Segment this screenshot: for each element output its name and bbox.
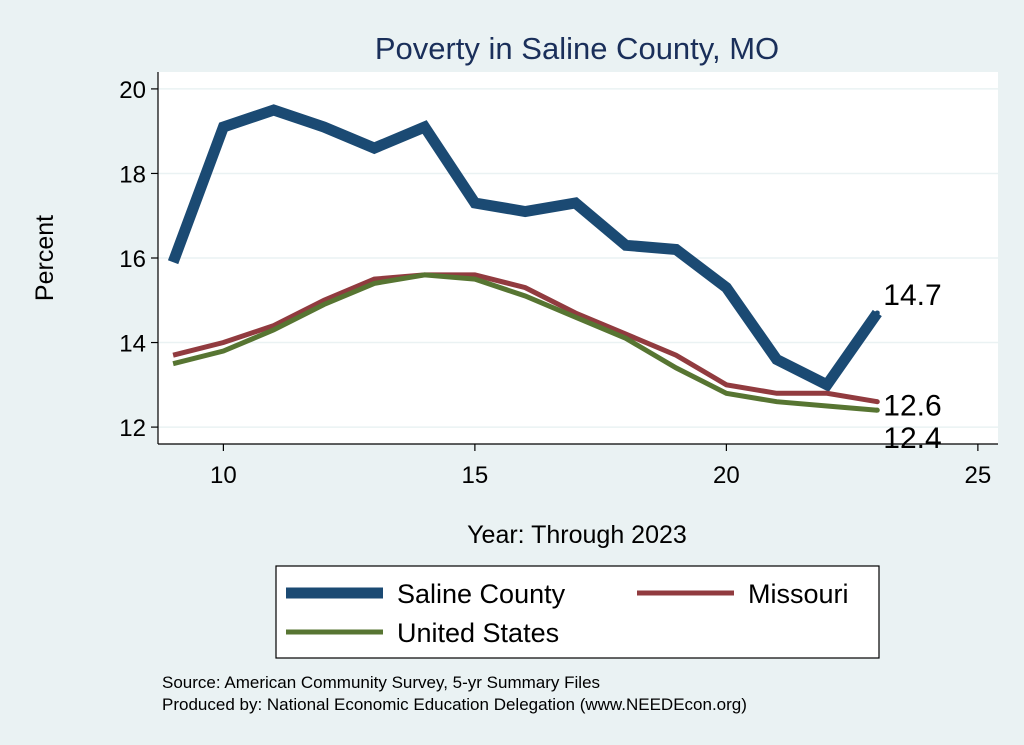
x-ticks: 10 15 20 25 <box>210 444 991 489</box>
source-note: Source: American Community Survey, 5-yr … <box>162 673 600 692</box>
y-tick-label-18: 18 <box>119 161 146 188</box>
series-line-united-states <box>172 272 878 413</box>
y-ticks: 12 14 16 18 20 <box>119 77 158 442</box>
series-line-missouri <box>172 272 878 405</box>
y-tick-label-16: 16 <box>119 246 146 273</box>
y-tick-label-20: 20 <box>119 77 146 104</box>
x-tick-label-25: 25 <box>965 462 992 489</box>
chart-title: Poverty in Saline County, MO <box>375 31 779 66</box>
end-labels: 14.7 12.612.4 <box>874 279 942 455</box>
end-point-united-states <box>874 407 880 413</box>
producer-note: Produced by: National Economic Education… <box>162 695 747 714</box>
end-point-missouri <box>874 399 880 405</box>
legend-box <box>275 565 880 659</box>
legend: Saline County Missouri United States <box>275 565 880 659</box>
gridlines <box>158 88 998 428</box>
end-label-united-states: 12.4 <box>883 422 941 455</box>
x-tick-label-15: 15 <box>462 462 489 489</box>
y-tick-label-12: 12 <box>119 415 146 442</box>
legend-label-saline-county: Saline County <box>397 579 566 609</box>
legend-label-missouri: Missouri <box>748 579 849 609</box>
y-axis-label: Percent <box>31 215 59 301</box>
legend-label-united-states: United States <box>397 618 559 648</box>
x-tick-label-20: 20 <box>713 462 740 489</box>
end-point-saline-county <box>874 310 880 316</box>
x-axis-label: Year: Through 2023 <box>467 521 687 549</box>
y-tick-label-14: 14 <box>119 331 146 358</box>
series-lines <box>167 104 882 413</box>
x-tick-label-10: 10 <box>210 462 237 489</box>
end-label-missouri: 12.6 <box>883 390 941 423</box>
series-line-saline-county <box>167 104 882 392</box>
end-label-saline-county: 14.7 <box>883 279 941 312</box>
